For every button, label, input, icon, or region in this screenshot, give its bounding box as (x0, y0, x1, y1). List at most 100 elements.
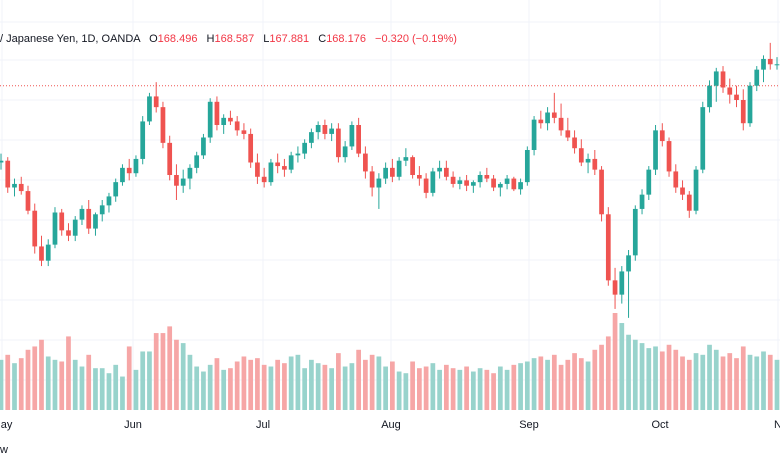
candle-body (86, 208, 92, 229)
candle-body (167, 142, 173, 175)
volume-bar (0, 359, 4, 410)
candle-body (686, 194, 692, 211)
candle-body (32, 210, 38, 247)
volume-bar (572, 353, 577, 410)
x-tick-label: N (774, 419, 780, 431)
candle-body (599, 169, 604, 215)
volume-bar (309, 359, 314, 410)
low-value: 167.881 (269, 33, 310, 45)
candle-body (180, 178, 186, 186)
volume-bar (160, 333, 166, 410)
candle-body (99, 205, 105, 215)
candle-body (666, 141, 672, 172)
volume-bar (531, 358, 537, 410)
volume-bar (524, 361, 530, 410)
volume-bar (187, 354, 193, 410)
volume-bar (551, 354, 557, 410)
volume-bar (713, 349, 719, 410)
candle-body (241, 130, 247, 134)
volume-bar (457, 369, 463, 410)
volume-bar (423, 366, 429, 410)
candle-body (207, 101, 213, 138)
candle-body (524, 150, 530, 183)
volume-layer (0, 313, 780, 410)
candle-body (120, 167, 125, 183)
candle-body (369, 171, 375, 188)
volume-bar (268, 366, 274, 410)
candle-body (747, 85, 753, 124)
volume-bar (680, 356, 685, 410)
brand-text: w (0, 444, 8, 456)
candle-body (740, 100, 746, 124)
candle-body (511, 178, 517, 190)
candle-body (45, 244, 51, 261)
candle-body (578, 148, 584, 163)
volume-bar (255, 358, 260, 410)
candle-body (349, 125, 355, 147)
candle-body (295, 153, 301, 156)
candle-body (470, 182, 476, 186)
volume-bar (605, 336, 611, 410)
volume-bar (140, 351, 146, 410)
candle-body (363, 153, 368, 172)
volume-bar (147, 351, 152, 410)
candle-body (228, 117, 233, 122)
volume-bar (497, 366, 503, 410)
volume-bar (734, 358, 739, 410)
candle-body (646, 169, 652, 195)
x-tick-label: Jun (124, 419, 142, 431)
volume-bar (700, 354, 706, 410)
candle-body (52, 212, 58, 245)
volume-bar (747, 354, 753, 410)
volume-bar (754, 356, 760, 410)
candle-body (261, 176, 267, 183)
candle-body (403, 157, 409, 161)
volume-bar (619, 323, 625, 410)
volume-bar (558, 364, 564, 410)
volume-bar (261, 364, 267, 410)
candle-body (761, 58, 766, 70)
volume-bar (39, 339, 44, 410)
volume-bar (302, 368, 308, 410)
close-value: 168.176 (326, 33, 366, 45)
volume-bar (720, 356, 726, 410)
volume-bar (450, 368, 456, 410)
candle-body (376, 178, 382, 188)
candle-body (430, 171, 436, 193)
volume-bar (464, 366, 469, 410)
volume-bar (234, 361, 240, 410)
candle-body (25, 191, 31, 211)
volume-bar (491, 373, 496, 410)
volume-bar (383, 366, 388, 410)
volume-bar (666, 344, 672, 410)
candle-body (329, 128, 335, 134)
volume-bar (106, 373, 112, 410)
candle-body (659, 130, 665, 142)
volume-bar (93, 368, 98, 410)
candle-body (187, 167, 193, 179)
candle-body (612, 280, 618, 295)
volume-bar (659, 351, 665, 410)
symbol-legend: / Japanese Yen, 1D, OANDA O168.496 H168.… (0, 33, 457, 45)
volume-bar (133, 369, 139, 410)
volume-bar (363, 359, 368, 410)
volume-bar (585, 361, 591, 410)
candle-body (126, 167, 132, 174)
candle-body (423, 178, 429, 193)
candle-body (707, 85, 712, 108)
candle-body (693, 169, 699, 211)
volume-bar (477, 368, 483, 410)
volume-bar (356, 349, 361, 410)
candle-body (356, 125, 361, 154)
candle-body (437, 167, 442, 172)
candle-body (754, 69, 760, 86)
candle-body (605, 214, 611, 281)
volume-bar (767, 354, 773, 410)
volume-bar (626, 334, 631, 410)
candle-body (518, 182, 523, 190)
volume-bar (207, 364, 213, 410)
candle-body (457, 180, 463, 184)
volume-bar (774, 359, 780, 410)
